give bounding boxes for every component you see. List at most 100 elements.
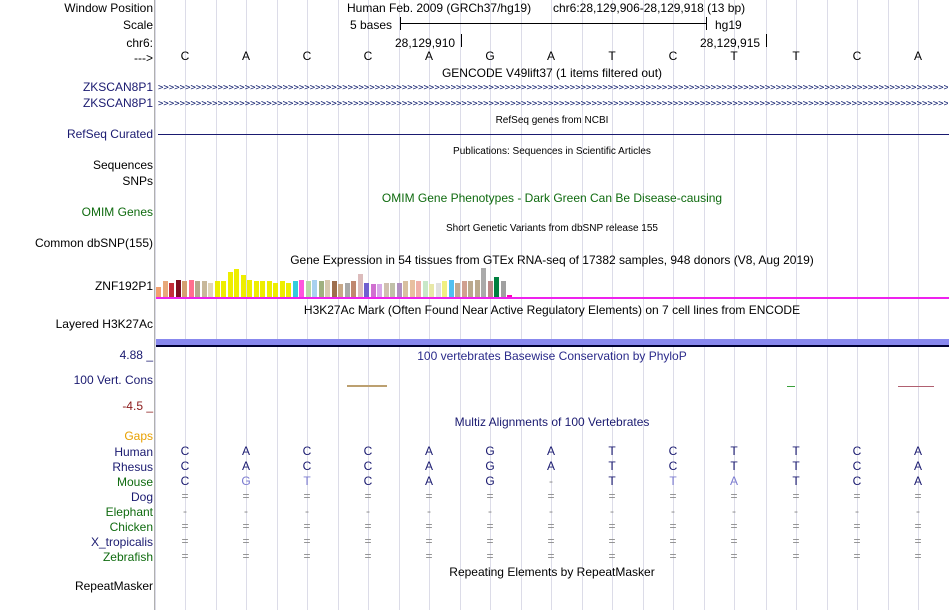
snps-label[interactable]: SNPs (122, 174, 153, 188)
h3k27ac-signal[interactable] (156, 339, 949, 345)
gtex-tissue-bar[interactable] (377, 284, 382, 298)
gtex-tissue-bar[interactable] (403, 281, 408, 298)
gtex-tissue-bar[interactable] (227, 272, 233, 298)
position-readout[interactable]: chr6:28,129,906-28,129,918 (13 bp) (553, 1, 746, 15)
gtex-tissue-bar[interactable] (500, 281, 506, 298)
gtex-tissue-bar[interactable] (253, 281, 259, 298)
gtex-tissue-bar[interactable] (162, 281, 168, 298)
gtex-tissue-bar[interactable] (325, 280, 330, 298)
gencode-track-title[interactable]: GENCODE V49lift37 (1 items filtered out) (441, 66, 663, 80)
gtex-tissue-bar[interactable] (416, 281, 421, 298)
gtex-tissue-bar[interactable] (247, 280, 252, 298)
gtex-tissue-bar[interactable] (279, 281, 285, 298)
gtex-tissue-bar[interactable] (351, 281, 356, 298)
alignment-base: - (794, 504, 798, 518)
gtex-tissue-bar[interactable] (481, 268, 486, 298)
repeatmasker-label[interactable]: RepeatMasker (74, 579, 153, 593)
gtex-tissue-bar[interactable] (312, 280, 317, 298)
gtex-tissue-bar[interactable] (286, 283, 291, 298)
gene-label-zkscan8p1[interactable]: ZKSCAN8P1 (82, 80, 153, 94)
gtex-tissue-bar[interactable] (338, 284, 343, 298)
species-label[interactable]: Zebrafish (102, 550, 153, 564)
gtex-tissue-bar[interactable] (221, 281, 226, 298)
repeatmasker-track-title[interactable]: Repeating Elements by RepeatMasker (449, 565, 655, 579)
gtex-tissue-bar[interactable] (260, 281, 265, 298)
common-dbsnp-label[interactable]: Common dbSNP(155) (34, 236, 153, 250)
alignment-base: G (241, 474, 251, 488)
gtex-tissue-bar[interactable] (370, 284, 376, 298)
alignment-base: - (732, 504, 736, 518)
vert-cons-label[interactable]: 100 Vert. Cons (73, 373, 153, 387)
species-label[interactable]: Rhesus (112, 460, 153, 474)
reference-base: C (363, 49, 373, 63)
phylop-track-title[interactable]: 100 vertebrates Basewise Conservation by… (417, 349, 687, 363)
gtex-tissue-bar[interactable] (461, 281, 467, 298)
alignment-base: - (549, 504, 553, 518)
gtex-tissue-bar[interactable] (208, 283, 213, 298)
gtex-track-title[interactable]: Gene Expression in 54 tissues from GTEx … (290, 253, 814, 267)
gtex-tissue-bar[interactable] (344, 283, 350, 298)
omim-track-title[interactable]: OMIM Gene Phenotypes - Dark Green Can Be… (381, 191, 723, 205)
gtex-tissue-bar[interactable] (448, 280, 454, 298)
refseq-track-title[interactable]: RefSeq genes from NCBI (495, 115, 609, 126)
gtex-tissue-bar[interactable] (390, 283, 395, 298)
gtex-tissue-bar[interactable] (383, 283, 389, 298)
gtex-tissue-bar[interactable] (507, 295, 512, 298)
gtex-tissue-bar[interactable] (468, 281, 473, 298)
gtex-tissue-bar[interactable] (169, 283, 174, 298)
gtex-tissue-bar[interactable] (318, 281, 324, 298)
gtex-gene-label[interactable]: ZNF192P1 (94, 279, 153, 293)
alignment-base: = (181, 534, 189, 548)
h3k27ac-track-title[interactable]: H3K27Ac Mark (Often Found Near Active Re… (303, 303, 801, 317)
gtex-tissue-bar[interactable] (396, 283, 402, 298)
gtex-tissue-bar[interactable] (331, 281, 337, 298)
gtex-tissue-bar[interactable] (273, 283, 278, 298)
gtex-expression-bars[interactable] (156, 268, 556, 298)
species-label[interactable]: Elephant (105, 505, 153, 519)
gaps-label[interactable]: Gaps (124, 429, 153, 443)
gtex-tissue-bar[interactable] (357, 274, 363, 298)
gtex-tissue-bar[interactable] (175, 280, 181, 298)
omim-genes-label[interactable]: OMIM Genes (81, 205, 153, 219)
gtex-tissue-bar[interactable] (266, 281, 272, 298)
gtex-tissue-bar[interactable] (188, 280, 194, 298)
species-label[interactable]: Chicken (109, 520, 153, 534)
gtex-tissue-bar[interactable] (305, 281, 311, 298)
gtex-tissue-bar[interactable] (494, 277, 499, 298)
gtex-tissue-bar[interactable] (474, 280, 480, 298)
gtex-tissue-bar[interactable] (234, 269, 239, 298)
gene-feature-zkscan8p1[interactable]: >>>>>>>>>>>>>>>>>>>>>>>>>>>>>>>>>>>>>>>>… (158, 100, 948, 108)
species-label[interactable]: Mouse (116, 475, 153, 489)
alignment-base: A (729, 474, 738, 488)
gene-feature-zkscan8p1[interactable]: >>>>>>>>>>>>>>>>>>>>>>>>>>>>>>>>>>>>>>>>… (158, 84, 948, 92)
refseq-curated-label[interactable]: RefSeq Curated (66, 127, 153, 141)
gtex-tissue-bar[interactable] (364, 283, 369, 298)
gtex-tissue-bar[interactable] (429, 284, 434, 298)
refseq-feature-line[interactable] (158, 134, 949, 135)
gtex-tissue-bar[interactable] (422, 281, 428, 298)
gtex-tissue-bar[interactable] (156, 287, 161, 298)
gtex-tissue-bar[interactable] (435, 283, 441, 298)
gtex-tissue-bar[interactable] (201, 281, 207, 298)
alignment-base: = (547, 534, 555, 548)
gtex-tissue-bar[interactable] (299, 280, 304, 298)
multiz-track-title[interactable]: Multiz Alignments of 100 Vertebrates (454, 415, 650, 429)
sequences-label[interactable]: Sequences (92, 158, 153, 172)
gene-label-zkscan8p1[interactable]: ZKSCAN8P1 (82, 96, 153, 110)
gtex-tissue-bar[interactable] (182, 281, 187, 298)
gtex-tissue-bar[interactable] (214, 281, 220, 298)
publications-track-title[interactable]: Publications: Sequences in Scientific Ar… (453, 146, 651, 157)
h3k27ac-label[interactable]: Layered H3K27Ac (55, 317, 153, 331)
gtex-tissue-bar[interactable] (455, 283, 460, 298)
species-label[interactable]: Dog (130, 490, 153, 504)
species-label[interactable]: Human (114, 445, 153, 459)
species-label[interactable]: X_tropicalis (90, 535, 153, 549)
dbsnp-track-title[interactable]: Short Genetic Variants from dbSNP releas… (446, 223, 658, 234)
gtex-tissue-bar[interactable] (442, 281, 447, 298)
base-column-line (460, 0, 461, 610)
gtex-tissue-bar[interactable] (240, 275, 246, 298)
gtex-tissue-bar[interactable] (409, 280, 415, 298)
gtex-tissue-bar[interactable] (292, 281, 298, 298)
gtex-tissue-bar[interactable] (487, 281, 493, 298)
gtex-tissue-bar[interactable] (195, 281, 200, 298)
